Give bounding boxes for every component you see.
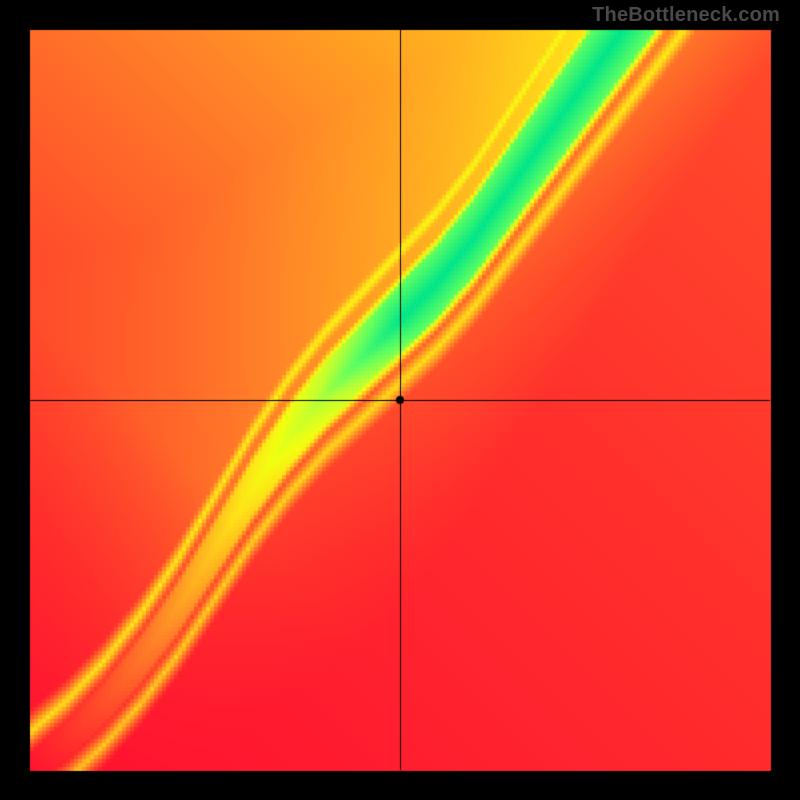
watermark-text: TheBottleneck.com — [592, 4, 780, 27]
chart-container: TheBottleneck.com — [0, 0, 800, 800]
heatmap-canvas — [0, 0, 800, 800]
